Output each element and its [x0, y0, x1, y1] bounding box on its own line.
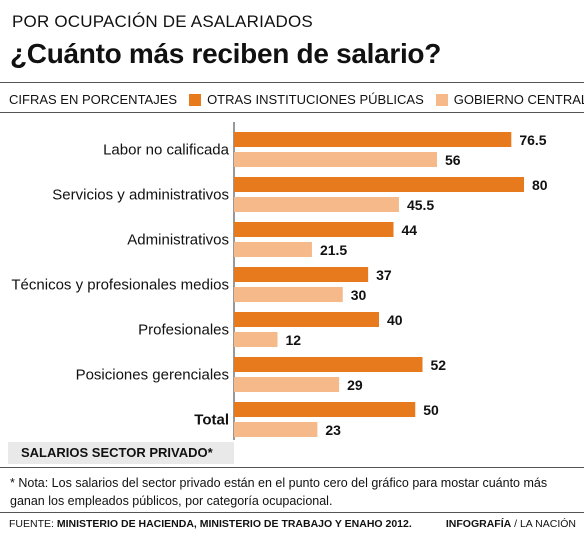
- category-label: Técnicos y profesionales medios: [11, 277, 229, 294]
- bar-series2: [234, 332, 278, 347]
- bar-chart: Labor no calificada 76.5 56 Servicios y adm…: [11, 122, 548, 440]
- value-label: 37: [376, 267, 392, 283]
- value-label: 56: [445, 152, 461, 168]
- value-label: 29: [347, 377, 363, 393]
- value-label: 52: [431, 357, 447, 373]
- value-label: 12: [286, 332, 302, 348]
- legend-swatch-series2: [435, 93, 448, 106]
- bar-series2: [234, 197, 399, 212]
- credit-line: INFOGRAFÍA / LA NACIÓN: [446, 518, 576, 530]
- source-line: FUENTE: MINISTERIO DE HACIENDA, MINISTER…: [9, 518, 412, 530]
- bar-series1: [234, 177, 524, 192]
- legend-label-series2: GOBIERNO CENTRAL: [453, 92, 584, 107]
- category-label: Labor no calificada: [103, 142, 230, 159]
- legend-item-series2: GOBIERNO CENTRAL: [424, 92, 584, 107]
- bar-series2: [234, 152, 437, 167]
- legend-swatch-series1: [189, 93, 202, 106]
- footnote: * Nota: Los salarios del sector privado …: [10, 476, 548, 508]
- bar-series1: [234, 267, 369, 282]
- category-label: Administrativos: [127, 232, 229, 249]
- bar-series1: [234, 132, 512, 147]
- category-label: Total: [194, 412, 229, 429]
- footer-divider: [0, 512, 584, 513]
- category-label: Servicios y administrativos: [52, 187, 229, 204]
- bar-series1: [234, 312, 379, 327]
- source-prefix: FUENTE:: [9, 518, 57, 530]
- bar-series2: [234, 422, 318, 437]
- legend-label-series1: OTRAS INSTITUCIONES PÚBLICAS: [207, 92, 424, 107]
- bar-series2: [234, 242, 312, 257]
- baseline-band: SALARIOS SECTOR PRIVADO*: [8, 442, 234, 464]
- value-label: 30: [351, 287, 367, 303]
- value-label: 21.5: [320, 242, 347, 258]
- credit-rest: / LA NACIÓN: [511, 518, 576, 530]
- bar-series1: [234, 402, 416, 417]
- bar-series2: [234, 287, 343, 302]
- chart-kicker: POR OCUPACIÓN DE ASALARIADOS: [12, 12, 313, 31]
- value-label: 40: [387, 312, 403, 328]
- source-text: MINISTERIO DE HACIENDA, MINISTERIO DE TR…: [56, 518, 412, 530]
- legend-item-series1: OTRAS INSTITUCIONES PÚBLICAS: [177, 92, 424, 107]
- bar-series1: [234, 357, 423, 372]
- header-divider: [0, 82, 584, 83]
- value-label: 44: [402, 222, 418, 238]
- bar-series2: [234, 377, 340, 392]
- category-label: Profesionales: [138, 322, 229, 339]
- category-label: Posiciones gerenciales: [76, 367, 229, 384]
- value-label: 50: [423, 402, 439, 418]
- bar-series1: [234, 222, 394, 237]
- baseline-label: SALARIOS SECTOR PRIVADO*: [21, 445, 213, 460]
- value-label: 80: [532, 177, 548, 193]
- units-label: CIFRAS EN PORCENTAJES: [9, 92, 178, 107]
- value-label: 23: [325, 422, 341, 438]
- legend: CIFRAS EN PORCENTAJES OTRAS INSTITUCIONE…: [9, 92, 584, 107]
- value-label: 45.5: [407, 197, 434, 213]
- note-divider: [0, 467, 584, 468]
- legend-divider: [0, 112, 584, 113]
- credit-bold: INFOGRAFÍA: [445, 518, 512, 530]
- chart-title: ¿Cuánto más reciben de salario?: [10, 38, 442, 69]
- value-label: 76.5: [519, 132, 546, 148]
